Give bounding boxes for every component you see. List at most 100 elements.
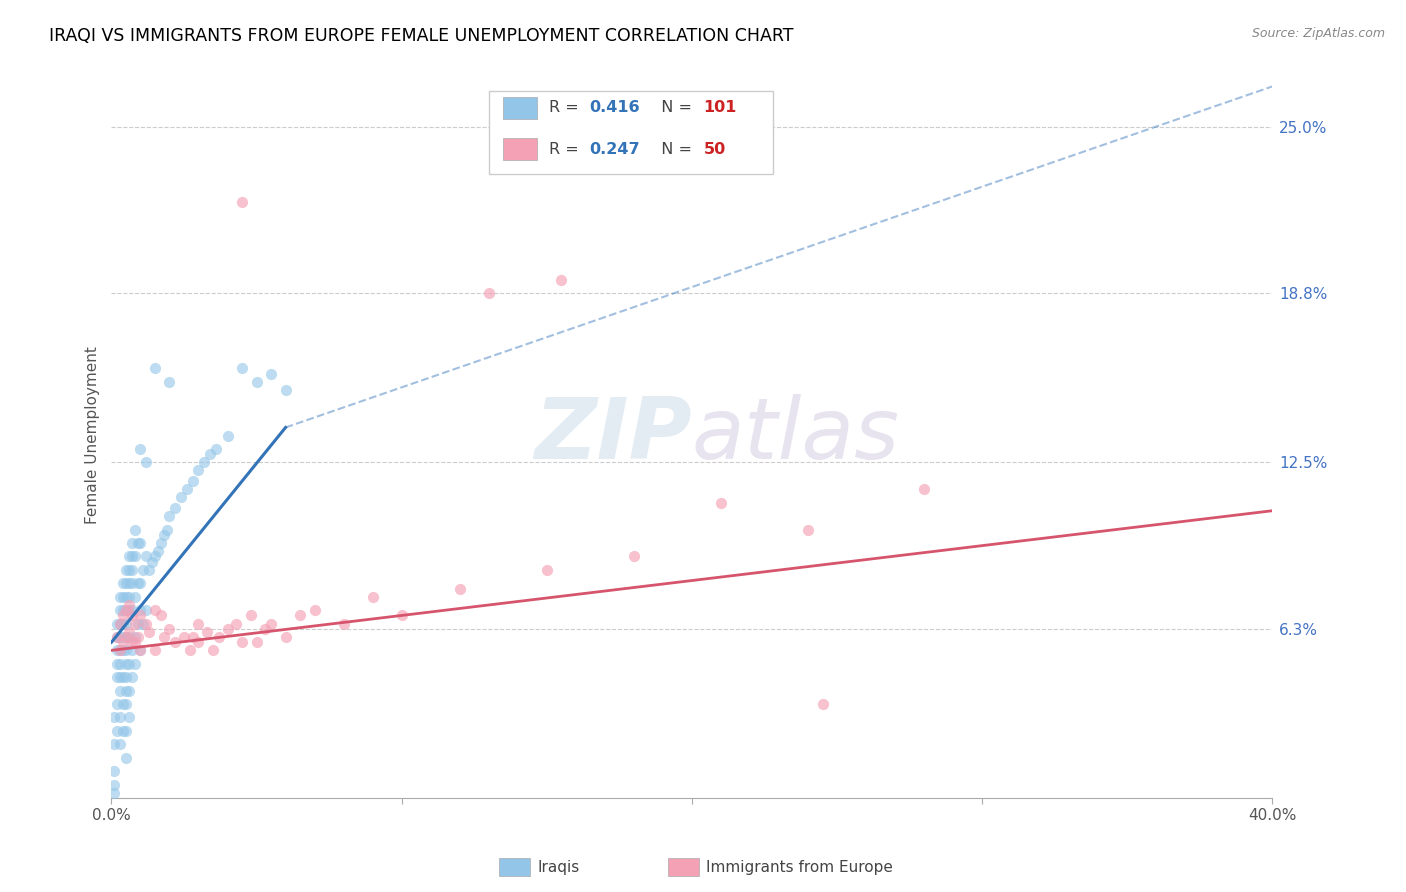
Point [111,723,134,738]
Point [124,630,146,644]
Y-axis label: Female Unemployment: Female Unemployment [86,347,100,524]
Point [159,375,181,389]
Point [115,657,138,671]
Point [115,630,138,644]
Point [121,563,143,577]
Point [108,657,131,671]
Point [127,616,149,631]
Point [111,635,134,649]
Point [115,697,138,711]
Point [274,383,297,397]
Point [121,643,143,657]
Point [245,635,267,649]
Text: N =: N = [651,142,697,157]
Point [124,549,146,564]
Point [115,751,138,765]
Point [205,442,228,456]
Point [143,549,166,564]
Text: IRAQI VS IMMIGRANTS FROM EUROPE FEMALE UNEMPLOYMENT CORRELATION CHART: IRAQI VS IMMIGRANTS FROM EUROPE FEMALE U… [49,27,794,45]
Point [260,367,283,381]
Point [105,723,128,738]
Point [121,635,143,649]
Point [129,608,152,623]
Point [129,603,152,617]
Point [118,576,141,591]
Point [103,710,125,724]
Point [217,428,239,442]
Point [118,683,141,698]
Point [135,455,157,469]
Point [361,590,384,604]
Point [118,549,141,564]
Point [127,630,149,644]
Point [111,576,134,591]
Point [165,501,187,516]
Text: 0.416: 0.416 [589,100,640,115]
Point [118,710,141,724]
Point [260,616,283,631]
Point [118,598,141,612]
Point [797,523,820,537]
Point [135,603,157,617]
Point [118,624,141,639]
Point [143,603,166,617]
Point [254,622,277,636]
Point [129,576,152,591]
Point [105,616,128,631]
Point [108,737,131,751]
Point [115,590,138,604]
Point [550,273,572,287]
FancyBboxPatch shape [503,97,537,119]
Point [152,528,174,542]
Point [115,630,138,644]
Point [115,603,138,617]
Point [159,509,181,524]
Point [449,582,471,596]
Text: Source: ZipAtlas.com: Source: ZipAtlas.com [1251,27,1385,40]
Point [129,643,152,657]
Text: 50: 50 [703,142,725,157]
Point [129,536,152,550]
Point [111,590,134,604]
Point [127,576,149,591]
Point [121,670,143,684]
Text: 101: 101 [703,100,737,115]
Point [118,657,141,671]
Point [108,616,131,631]
Point [121,549,143,564]
Point [181,630,204,644]
Point [108,670,131,684]
Point [111,616,134,631]
Point [129,643,152,657]
Point [115,563,138,577]
Point [195,624,218,639]
Point [105,670,128,684]
Point [115,616,138,631]
Point [478,286,501,301]
Point [179,643,201,657]
Point [121,536,143,550]
Point [111,603,134,617]
Point [118,563,141,577]
Point [129,442,152,456]
Point [198,447,221,461]
Point [187,616,209,631]
Point [111,643,134,657]
Point [132,616,155,631]
Point [115,576,138,591]
Point [124,523,146,537]
Point [141,555,163,569]
Point [173,630,195,644]
Point [105,643,128,657]
Point [623,549,645,564]
Point [124,590,146,604]
Point [135,549,157,564]
Point [108,603,131,617]
Point [155,523,177,537]
Point [536,563,558,577]
Point [108,643,131,657]
Point [124,616,146,631]
Point [132,563,155,577]
Point [170,490,193,504]
FancyBboxPatch shape [489,91,773,175]
